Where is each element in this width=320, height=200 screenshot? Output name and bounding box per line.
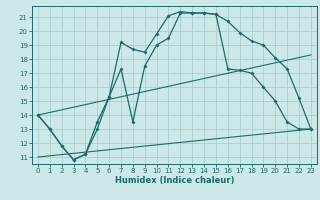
X-axis label: Humidex (Indice chaleur): Humidex (Indice chaleur) [115, 176, 234, 185]
